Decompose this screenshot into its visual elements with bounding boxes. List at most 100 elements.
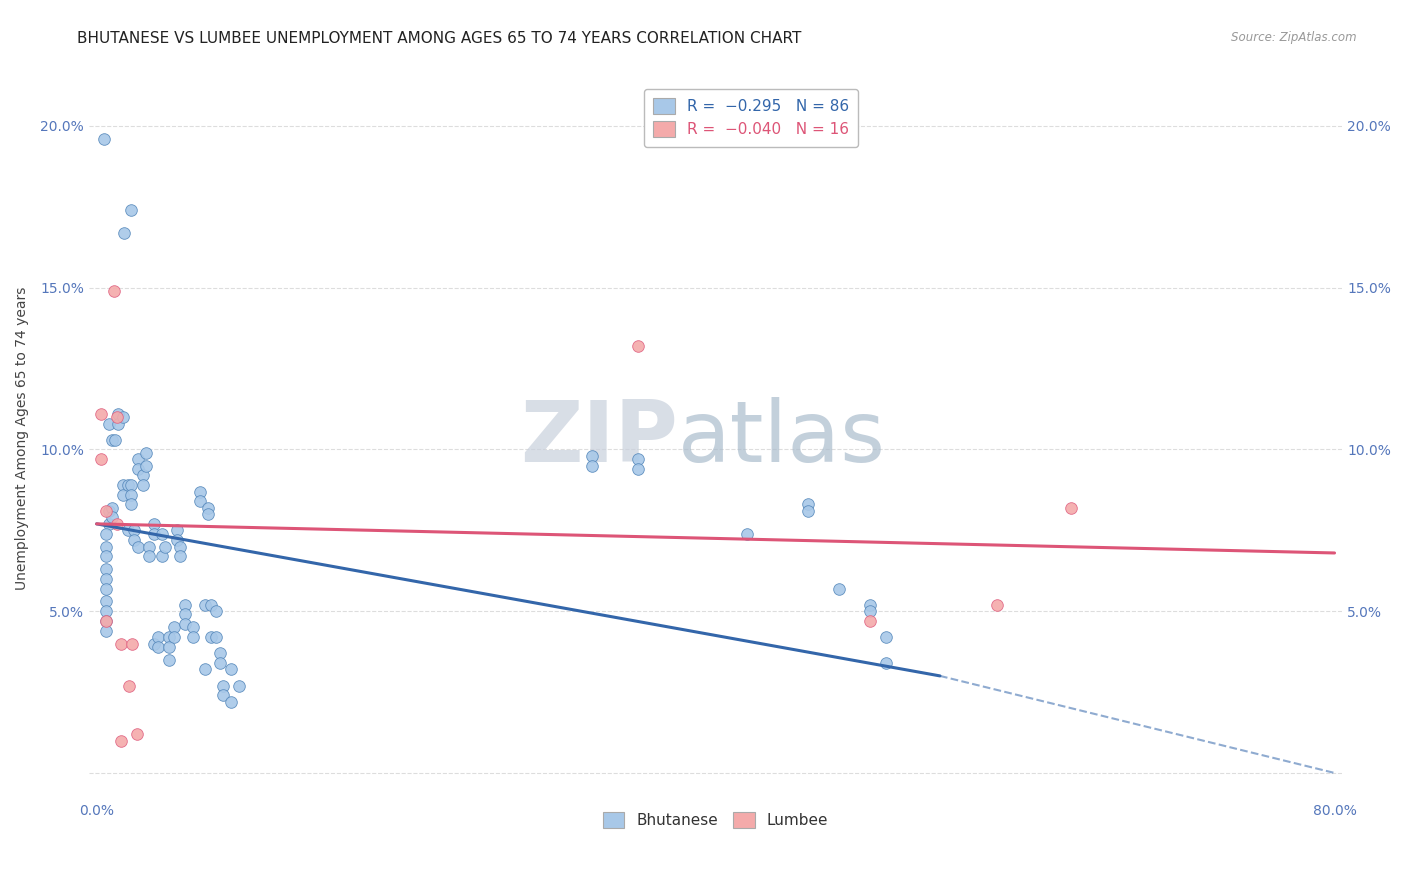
Point (627, 339, 650, 353)
Point (797, 504, 820, 518)
Point (166, 533, 188, 547)
Point (142, 526, 165, 541)
Text: atlas: atlas (678, 397, 886, 480)
Point (188, 494, 211, 508)
Point (204, 604, 226, 618)
Point (157, 630, 180, 644)
Point (97, 516, 120, 531)
Point (173, 607, 195, 622)
Point (97, 504, 120, 518)
Point (94, 594, 117, 608)
Point (138, 549, 160, 564)
Point (209, 646, 232, 660)
Point (163, 620, 186, 634)
Point (97, 417, 120, 431)
Point (627, 462, 650, 476)
Point (94, 504, 117, 518)
Point (797, 498, 820, 512)
Point (163, 630, 186, 644)
Point (197, 507, 219, 521)
Point (200, 598, 222, 612)
Point (111, 488, 134, 502)
Point (117, 478, 139, 492)
Point (94, 526, 117, 541)
Point (94, 582, 117, 596)
Point (120, 488, 142, 502)
Point (94, 562, 117, 576)
Point (93, 132, 115, 146)
Point (166, 524, 188, 538)
Point (118, 679, 141, 693)
Point (101, 433, 124, 447)
Point (212, 679, 235, 693)
Point (107, 407, 129, 421)
Point (90, 407, 112, 421)
Point (157, 653, 180, 667)
Point (120, 478, 142, 492)
Point (103, 284, 125, 298)
Point (135, 446, 157, 460)
Point (125, 727, 148, 741)
Point (212, 688, 235, 702)
Point (135, 458, 157, 473)
Point (110, 733, 132, 747)
Point (228, 679, 250, 693)
Point (104, 433, 127, 447)
Y-axis label: Unemployment Among Ages 65 to 74 years: Unemployment Among Ages 65 to 74 years (15, 286, 30, 590)
Point (121, 636, 143, 650)
Point (581, 449, 603, 463)
Point (627, 452, 650, 467)
Point (127, 540, 149, 554)
Point (581, 458, 603, 473)
Point (219, 662, 242, 676)
Point (219, 695, 242, 709)
Point (148, 630, 170, 644)
Point (197, 500, 219, 515)
Point (169, 549, 191, 564)
Point (94, 614, 117, 628)
Point (127, 452, 149, 467)
Point (122, 524, 145, 538)
Legend: Bhutanese, Lumbee: Bhutanese, Lumbee (596, 806, 835, 835)
Point (200, 630, 222, 644)
Point (142, 636, 165, 650)
Point (94, 549, 117, 564)
Point (90, 452, 112, 467)
Point (150, 526, 173, 541)
Point (120, 203, 142, 218)
Point (1060, 500, 1083, 515)
Point (194, 662, 217, 676)
Point (101, 500, 124, 515)
Point (173, 617, 195, 632)
Point (150, 549, 173, 564)
Point (181, 630, 204, 644)
Point (859, 598, 882, 612)
Point (875, 630, 897, 644)
Point (94, 614, 117, 628)
Point (114, 226, 136, 240)
Point (117, 524, 139, 538)
Point (986, 598, 1008, 612)
Point (132, 478, 155, 492)
Point (173, 598, 195, 612)
Point (735, 526, 758, 541)
Point (111, 478, 134, 492)
Point (122, 533, 145, 547)
Point (875, 656, 897, 670)
Point (194, 598, 217, 612)
Point (105, 516, 128, 531)
Point (138, 540, 160, 554)
Point (101, 510, 124, 524)
Point (94, 604, 117, 618)
Point (110, 636, 132, 650)
Point (94, 572, 117, 586)
Point (188, 484, 211, 499)
Point (859, 604, 882, 618)
Point (142, 516, 165, 531)
Point (157, 640, 180, 654)
Point (105, 410, 128, 425)
Point (828, 582, 851, 596)
Point (859, 614, 882, 628)
Point (94, 624, 117, 638)
Point (181, 620, 204, 634)
